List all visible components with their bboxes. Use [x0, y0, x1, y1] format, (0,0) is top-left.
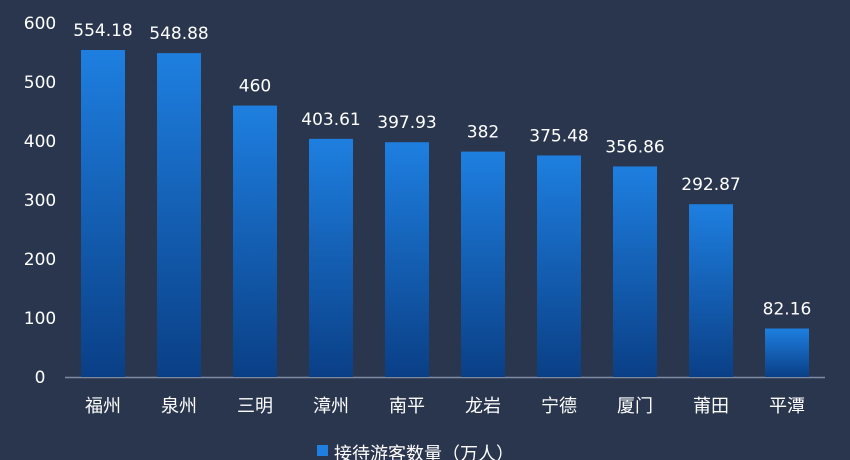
category-label: 平潭	[769, 396, 805, 417]
data-label: 382	[467, 123, 499, 143]
legend: 接待游客数量（万人）	[317, 444, 514, 460]
bar	[461, 151, 505, 377]
data-label: 292.87	[681, 175, 740, 195]
y-axis-tick-labels: 0 100 200 300 400 500 600	[24, 14, 56, 388]
legend-swatch	[317, 445, 328, 456]
category-label: 三明	[237, 396, 273, 417]
bar	[765, 328, 809, 377]
y-tick-label: 400	[24, 132, 56, 152]
bar	[689, 204, 733, 377]
category-label: 福州	[85, 396, 121, 417]
bar	[81, 50, 125, 377]
bar	[613, 166, 657, 377]
data-label: 554.18	[73, 21, 132, 41]
category-label: 厦门	[617, 396, 653, 417]
bars-group	[81, 50, 809, 378]
category-labels-group: 福州 泉州 三明 漳州 南平 龙岩 宁德 厦门 莆田 平潭	[85, 396, 805, 417]
category-label: 莆田	[693, 396, 729, 417]
data-label: 460	[239, 77, 271, 97]
y-tick-label: 600	[24, 14, 56, 34]
bar	[157, 53, 201, 378]
category-label: 漳州	[313, 396, 349, 417]
y-tick-label: 100	[24, 309, 56, 329]
bar	[537, 155, 581, 377]
bar	[309, 138, 353, 377]
category-label: 宁德	[541, 396, 577, 417]
data-label: 356.86	[605, 137, 664, 157]
data-label: 82.16	[763, 300, 812, 320]
data-label: 375.48	[529, 126, 588, 146]
legend-label: 接待游客数量（万人）	[334, 444, 514, 460]
y-tick-label: 300	[24, 191, 56, 211]
data-labels-group: 554.18 548.88 460 403.61 397.93 382 375.48 356.…	[73, 21, 811, 319]
bar	[233, 105, 277, 377]
data-label: 548.88	[149, 24, 208, 44]
category-label: 泉州	[161, 396, 197, 417]
category-label: 南平	[389, 396, 425, 417]
bar	[385, 142, 429, 377]
category-label: 龙岩	[465, 396, 501, 417]
data-label: 397.93	[377, 113, 436, 133]
y-tick-label: 0	[35, 368, 46, 388]
data-label: 403.61	[301, 110, 360, 130]
y-tick-label: 200	[24, 250, 56, 270]
y-tick-label: 500	[24, 73, 56, 93]
